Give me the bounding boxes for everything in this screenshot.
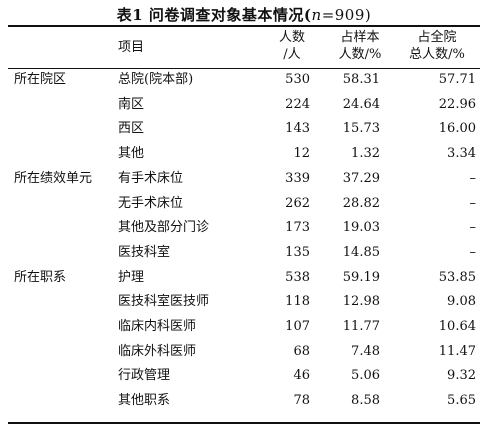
row-item-label: 其他职系 (118, 393, 171, 408)
title-n: n (311, 6, 322, 24)
row-sample-pct: 58.31 (342, 72, 380, 87)
row-item-label: 行政管理 (118, 368, 171, 383)
row-count: 530 (285, 72, 310, 87)
row-hospital-pct: 57.71 (438, 72, 476, 87)
row-item-label: 临床外科医师 (118, 344, 197, 359)
row-group-label: 所在职系 (14, 270, 67, 285)
header-sample-line2: 人数/% (338, 47, 382, 62)
title-eq: =909) (321, 6, 372, 24)
row-hospital-pct: 9.08 (447, 294, 476, 309)
row-hospital-pct: 53.85 (438, 270, 476, 285)
row-hospital-pct: 9.32 (447, 368, 476, 383)
row-hospital-pct: – (469, 220, 477, 235)
header-rule (8, 68, 480, 69)
row-hospital-pct: 3.34 (447, 146, 476, 161)
row-count: 118 (285, 294, 310, 309)
row-sample-pct: 8.58 (351, 393, 380, 408)
row-count: 143 (285, 121, 310, 136)
row-item-label: 无手术床位 (118, 196, 184, 211)
row-hospital-pct: – (469, 171, 477, 186)
header-count-line1: 人数 (278, 30, 305, 45)
top-rule (8, 25, 480, 27)
row-count: 78 (293, 393, 310, 408)
header-count: 人数 /人 (270, 29, 314, 63)
row-sample-pct: 15.73 (342, 121, 380, 136)
row-count: 339 (285, 171, 310, 186)
row-hospital-pct: 22.96 (438, 97, 476, 112)
row-count: 12 (293, 146, 310, 161)
row-item-label: 医技科室医技师 (118, 294, 210, 309)
row-sample-pct: 11.77 (342, 319, 380, 334)
title-prefix: 表1 问卷调查对象基本情况( (116, 6, 312, 24)
row-sample-pct: 59.19 (342, 270, 380, 285)
header-sample-line1: 占样本 (340, 30, 380, 45)
row-sample-pct: 37.29 (342, 171, 380, 186)
header-sample-pct: 占样本 人数/% (330, 29, 390, 63)
row-hospital-pct: 10.64 (438, 319, 476, 334)
header-hospital-line2: 总人数/% (409, 47, 465, 62)
row-count: 224 (285, 97, 310, 112)
row-count: 107 (285, 319, 310, 334)
row-item-label: 医技科室 (118, 245, 171, 260)
row-item-label: 其他及部分门诊 (118, 220, 210, 235)
row-sample-pct: 24.64 (342, 97, 380, 112)
row-hospital-pct: – (469, 245, 477, 260)
row-count: 46 (293, 368, 310, 383)
row-sample-pct: 28.82 (342, 196, 380, 211)
row-hospital-pct: 16.00 (438, 121, 476, 136)
bottom-rule (8, 422, 480, 424)
row-group-label: 所在院区 (14, 72, 67, 87)
row-count: 173 (285, 220, 310, 235)
header-item: 项目 (118, 40, 145, 55)
table-title: 表1 问卷调查对象基本情况(n=909) (0, 4, 488, 25)
row-item-label: 临床内科医师 (118, 319, 197, 334)
row-hospital-pct: 11.47 (438, 344, 476, 359)
row-group-label: 所在绩效单元 (14, 171, 93, 186)
row-sample-pct: 12.98 (342, 294, 380, 309)
row-item-label: 其他 (118, 146, 145, 161)
row-sample-pct: 1.32 (351, 146, 380, 161)
row-sample-pct: 14.85 (342, 245, 380, 260)
row-sample-pct: 5.06 (351, 368, 380, 383)
row-hospital-pct: – (469, 196, 477, 211)
row-item-label: 西区 (118, 121, 145, 136)
row-count: 68 (293, 344, 310, 359)
row-sample-pct: 7.48 (351, 344, 380, 359)
row-item-label: 护理 (118, 270, 145, 285)
row-sample-pct: 19.03 (342, 220, 380, 235)
header-hospital-line1: 占全院 (417, 30, 457, 45)
header-hospital-pct: 占全院 总人数/% (400, 29, 474, 63)
row-count: 538 (285, 270, 310, 285)
row-item-label: 有手术床位 (118, 171, 184, 186)
row-item-label: 南区 (118, 97, 145, 112)
row-hospital-pct: 5.65 (447, 393, 476, 408)
row-count: 135 (285, 245, 310, 260)
row-count: 262 (285, 196, 310, 211)
row-item-label: 总院(院本部) (118, 72, 194, 87)
header-count-line2: /人 (283, 47, 301, 62)
